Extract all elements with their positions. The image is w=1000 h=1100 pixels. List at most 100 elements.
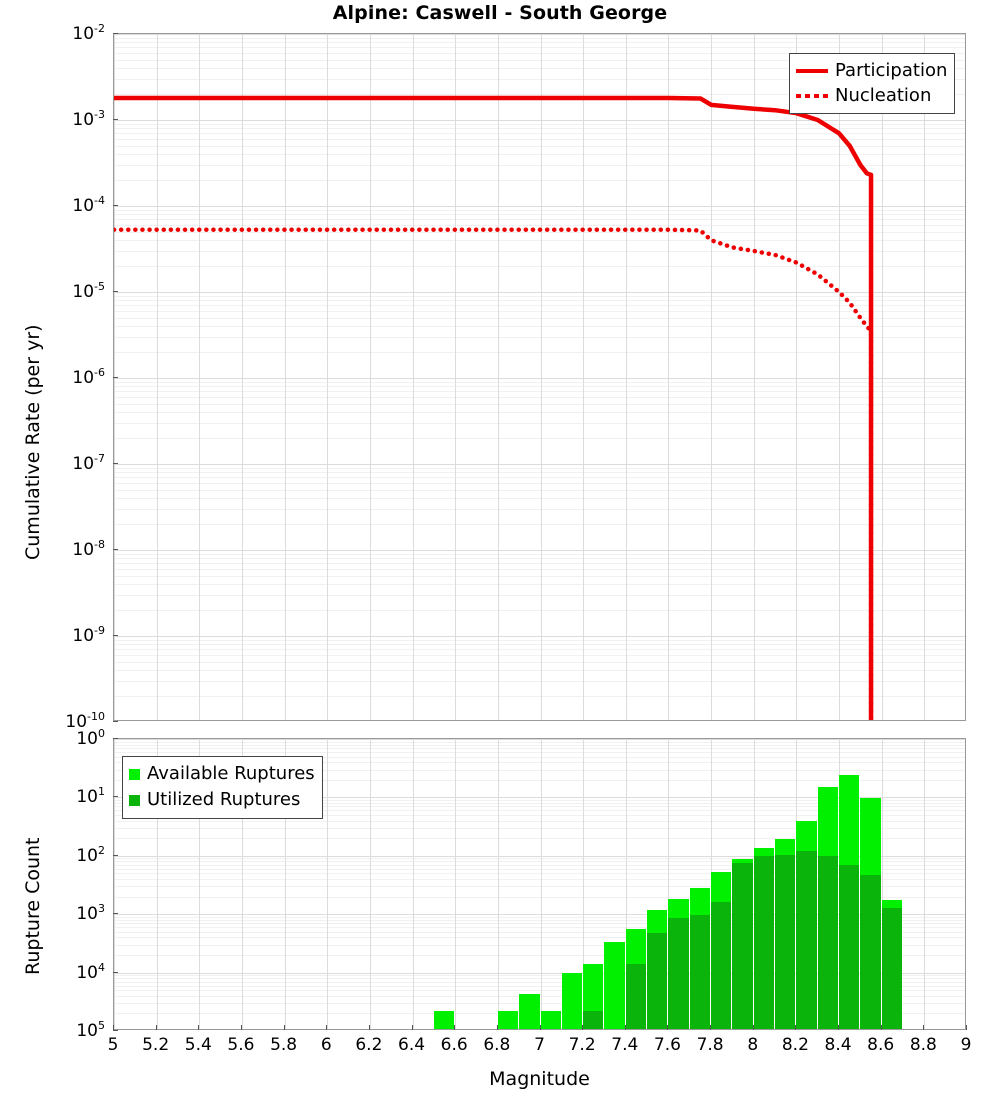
- x-tick-mark: [795, 1025, 797, 1030]
- x-tick-mark: [624, 1025, 626, 1030]
- legend-label: Available Ruptures: [147, 763, 315, 784]
- gridline-horizontal-minor: [114, 477, 965, 479]
- bar-utilized-ruptures: [647, 933, 668, 1029]
- gridline-horizontal-minor: [114, 250, 965, 252]
- y-tick-label: 10-4: [72, 194, 105, 216]
- gridline-vertical: [284, 34, 286, 720]
- gridline-horizontal-minor: [114, 644, 965, 646]
- legend-item-2: Utilized Ruptures: [129, 787, 315, 813]
- bar-utilized-ruptures: [689, 914, 711, 1029]
- x-tick-label: 7.8: [696, 1035, 724, 1055]
- y-tick-mark: [113, 205, 118, 206]
- gridline-horizontal-minor: [114, 214, 965, 216]
- x-tick-label: 8.8: [909, 1035, 937, 1055]
- gridline-vertical: [497, 34, 499, 720]
- x-tick-mark: [838, 1025, 840, 1030]
- top-panel-y-axis-label: Cumulative Rate (per yr): [22, 324, 44, 560]
- dotted-line-swatch-icon: [796, 93, 828, 98]
- gridline-horizontal-minor: [114, 858, 965, 860]
- gridline-horizontal-minor: [114, 240, 965, 242]
- gridline-horizontal: [114, 292, 965, 293]
- x-tick-label: 5.8: [270, 1035, 298, 1055]
- gridline-horizontal: [114, 972, 965, 974]
- gridline-horizontal-minor: [114, 266, 965, 268]
- x-tick-label: 6.4: [398, 1035, 426, 1055]
- gridline-horizontal-minor: [114, 472, 965, 474]
- bar-utilized-ruptures: [753, 856, 775, 1029]
- gridline-horizontal-minor: [114, 927, 965, 929]
- gridline-horizontal-minor: [114, 128, 965, 130]
- bar-utilized-ruptures: [817, 856, 839, 1029]
- gridline-horizontal: [114, 120, 965, 121]
- gridline-horizontal-minor: [114, 937, 965, 939]
- y-tick-mark: [113, 721, 118, 722]
- gridline-horizontal: [114, 739, 965, 740]
- gridline-horizontal-minor: [114, 403, 965, 405]
- y-tick-label: 10-8: [72, 538, 105, 560]
- legend-label: Participation: [835, 59, 948, 81]
- y-tick-label: 105: [76, 1019, 105, 1041]
- gridline-horizontal-minor: [114, 741, 965, 743]
- gridline-horizontal-minor: [114, 219, 965, 221]
- x-tick-label: 5.4: [184, 1035, 212, 1055]
- gridline-horizontal-minor: [114, 94, 965, 96]
- x-tick-mark: [539, 1025, 541, 1030]
- x-tick-label: 8.2: [781, 1035, 809, 1055]
- y-tick-mark: [113, 291, 118, 292]
- bar-utilized-ruptures: [583, 1011, 604, 1029]
- bar-utilized-ruptures: [775, 855, 796, 1029]
- gridline-horizontal-minor: [114, 352, 965, 354]
- gridline-horizontal-minor: [114, 810, 965, 812]
- gridline-horizontal-minor: [114, 575, 965, 577]
- x-tick-mark: [880, 1025, 882, 1030]
- gridline-horizontal-minor: [114, 47, 965, 49]
- bar-utilized-ruptures: [732, 862, 753, 1029]
- gridline-horizontal-minor: [114, 300, 965, 302]
- y-tick-label: 10-5: [72, 280, 105, 302]
- y-tick-label: 10-7: [72, 452, 105, 474]
- gridline-horizontal-minor: [114, 995, 965, 997]
- bar-utilized-ruptures: [839, 864, 860, 1029]
- gridline-horizontal: [114, 378, 965, 379]
- gridline-horizontal-minor: [114, 553, 965, 555]
- gridline-horizontal-minor: [114, 975, 965, 977]
- gridline-horizontal-minor: [114, 820, 965, 822]
- gridline-horizontal-minor: [114, 670, 965, 672]
- gridline-horizontal-minor: [114, 990, 965, 992]
- bottom-panel-y-axis-label: Rupture Count: [22, 837, 44, 976]
- gridline-vertical: [583, 739, 585, 1029]
- y-tick-mark: [113, 971, 118, 973]
- gridline-horizontal-minor: [114, 803, 965, 805]
- cumulative-rate-plot: [113, 33, 966, 721]
- x-tick-mark: [411, 1025, 413, 1030]
- gridline-horizontal-minor: [114, 569, 965, 571]
- gridline-horizontal-minor: [114, 412, 965, 414]
- gridline-horizontal-minor: [114, 1003, 965, 1005]
- x-tick-label: 5.2: [142, 1035, 170, 1055]
- gridline-horizontal-minor: [114, 326, 965, 328]
- y-tick-mark: [113, 463, 118, 464]
- gridline-horizontal: [114, 550, 965, 551]
- gridline-horizontal-minor: [114, 145, 965, 147]
- x-tick-label: 6.6: [440, 1035, 468, 1055]
- gridline-vertical: [412, 739, 414, 1029]
- gridline-vertical: [327, 739, 329, 1029]
- gridline-horizontal-minor: [114, 985, 965, 987]
- gridline-horizontal-minor: [114, 744, 965, 746]
- gridline-horizontal-minor: [114, 391, 965, 393]
- x-tick-mark: [923, 1025, 925, 1030]
- gridline-vertical: [796, 34, 798, 720]
- gridline-horizontal-minor: [114, 827, 965, 829]
- gridline-horizontal-minor: [114, 806, 965, 808]
- gridline-vertical: [497, 739, 499, 1029]
- x-tick-label: 8: [747, 1035, 759, 1055]
- gridline-vertical: [540, 739, 542, 1029]
- x-tick-labels: 5 5.2 5.4 5.6 5.8 6 6.2 6.4 6.6 6.8 7 7.2 7.4 7.6 7.8 8…: [0, 1035, 1000, 1059]
- y-tick-label: 10-2: [72, 22, 105, 44]
- x-tick-label: 7: [534, 1035, 545, 1055]
- gridline-horizontal-minor: [114, 916, 965, 918]
- gridline-horizontal-minor: [114, 978, 965, 980]
- gridline-vertical: [625, 34, 627, 720]
- gridline-horizontal-minor: [114, 861, 965, 863]
- gridline-horizontal-minor: [114, 769, 965, 771]
